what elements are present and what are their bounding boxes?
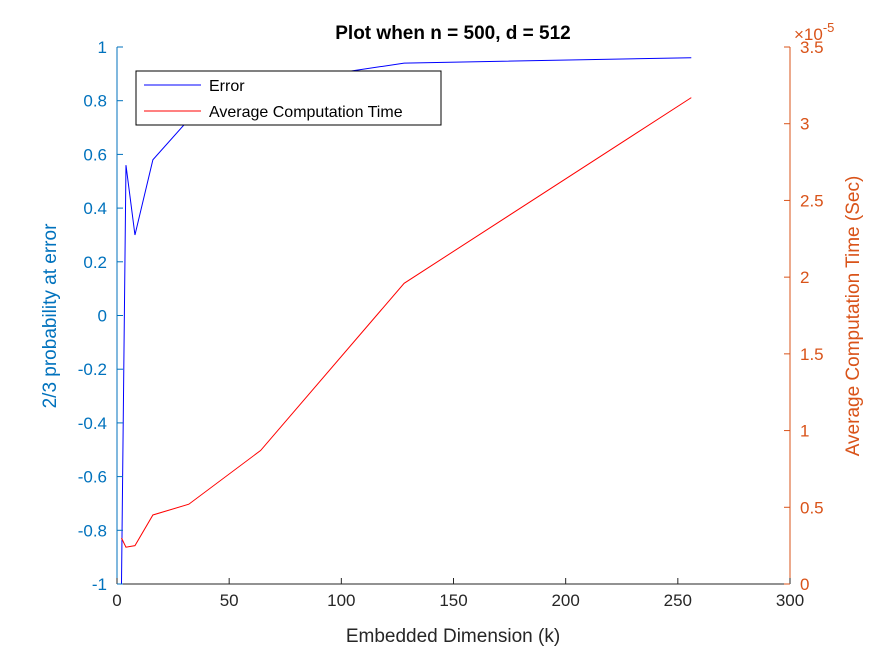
x-tick-label: 250 [664,591,692,610]
y-left-tick-label: -0.2 [78,360,107,379]
plot-background [117,47,790,584]
x-tick-label: 100 [327,591,355,610]
y-left-tick-label: 0.4 [83,199,107,218]
x-tick-label: 200 [551,591,579,610]
legend: Error Average Computation Time [135,70,442,126]
y-right-tick-label: 0 [800,575,809,594]
y-right-tick-label: 2.5 [800,191,824,210]
y-left-tick-label: 0.6 [83,145,107,164]
y-left-tick-label: 0.2 [83,253,107,272]
y-right-tick-label: 3 [800,115,809,134]
x-axis-label: Embedded Dimension (k) [346,626,560,647]
chart-title: Plot when n = 500, d = 512 [335,23,570,44]
y-right-tick-label: 1.5 [800,345,824,364]
legend-box [135,70,442,126]
y-left-tick-label: -0.8 [78,521,107,540]
exponent-power: -5 [823,20,835,35]
y-left-tick-label: 0.8 [83,92,107,111]
legend-label-error: Error [209,78,245,95]
y-left-tick-label: 1 [98,38,107,57]
y-axis-left-label: 2/3 probability at error [40,223,61,408]
y-left-tick-label: -0.6 [78,468,107,487]
y-right-tick-label: 0.5 [800,498,824,517]
y-right-tick-label: 2 [800,268,809,287]
y-axis-right-exponent: ×10-5 [794,20,834,44]
x-tick-label: 0 [112,591,121,610]
y-right-tick-label: 3.5 [800,38,824,57]
y-left-tick-label: -1 [92,575,107,594]
x-tick-label: 150 [439,591,467,610]
y-left-tick-label: 0 [98,307,107,326]
x-tick-label: 50 [220,591,239,610]
series-line-computation-time [121,97,692,548]
y-axis-right-label: Average Computation Time (Sec) [843,176,864,457]
y-left-tick-label: -0.4 [78,414,107,433]
legend-label-time: Average Computation Time [209,104,403,121]
y-right-tick-label: 1 [800,422,809,441]
series-line-error [120,57,692,585]
exponent-base: ×10 [794,25,823,44]
x-tick-label: 300 [776,591,804,610]
